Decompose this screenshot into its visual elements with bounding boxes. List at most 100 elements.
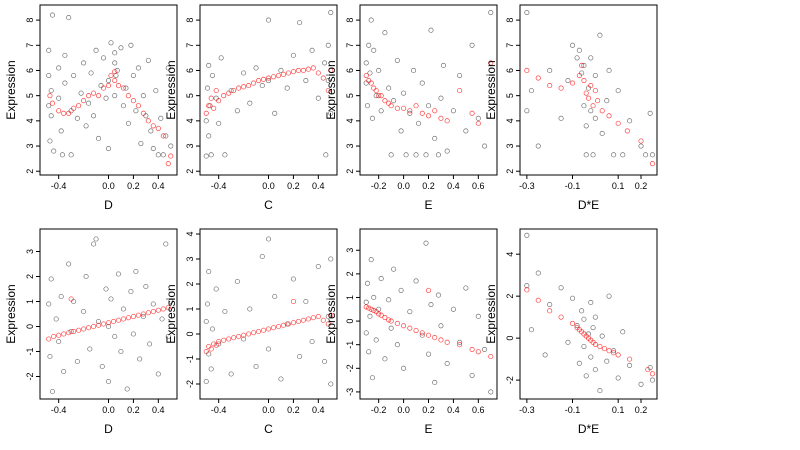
data-point <box>595 98 601 104</box>
data-point <box>93 236 99 242</box>
data-point <box>367 313 373 319</box>
data-point <box>309 47 315 53</box>
data-point <box>444 361 450 367</box>
x-tick-label: 0.2 <box>127 405 140 415</box>
data-point <box>481 346 488 352</box>
data-point <box>528 327 534 333</box>
data-point <box>228 371 234 377</box>
data-point <box>290 320 296 326</box>
data-point <box>488 353 494 360</box>
data-point <box>388 152 394 158</box>
data-point <box>165 65 171 71</box>
data-point <box>143 113 149 119</box>
data-point <box>432 135 438 142</box>
x-tick-label: 0.4 <box>447 405 460 415</box>
data-point <box>305 66 311 72</box>
x-tick-label: -0.2 <box>371 405 387 415</box>
data-point <box>444 118 450 124</box>
x-tick-label: -0.1 <box>565 181 581 191</box>
data-point <box>221 93 227 99</box>
x-tick-label: 0.6 <box>472 181 485 191</box>
data-point <box>469 372 475 378</box>
data-point <box>371 294 377 301</box>
data-point <box>295 67 301 74</box>
data-point <box>419 80 425 86</box>
data-point <box>216 120 222 126</box>
data-point <box>463 285 469 291</box>
data-point <box>241 84 247 90</box>
data-point <box>366 305 372 311</box>
data-point <box>388 103 394 109</box>
data-point <box>450 108 456 114</box>
data-point <box>315 70 321 76</box>
data-point <box>457 88 463 94</box>
data-point <box>450 306 456 312</box>
data-point <box>46 47 52 53</box>
data-point <box>574 55 580 61</box>
data-point <box>120 103 127 109</box>
data-point <box>386 85 392 91</box>
y-tick-label: 0 <box>185 331 195 336</box>
x-tick-label: 0.4 <box>152 405 165 415</box>
data-point <box>320 317 326 323</box>
data-point <box>206 133 212 139</box>
data-point <box>260 327 267 333</box>
data-point <box>366 42 372 48</box>
data-point <box>83 273 89 280</box>
x-tick-label: 0.2 <box>127 181 140 191</box>
x-tick-label: -0.3 <box>519 181 535 191</box>
data-point <box>241 70 247 76</box>
data-point <box>391 98 397 104</box>
data-point <box>112 78 118 84</box>
data-point <box>53 316 59 322</box>
data-point <box>432 379 438 386</box>
data-point <box>114 67 120 74</box>
data-point <box>638 143 644 149</box>
data-point <box>247 306 253 312</box>
x-axis-title: E <box>424 198 432 212</box>
data-point <box>599 108 605 114</box>
data-point <box>46 72 52 79</box>
data-point <box>583 90 589 96</box>
data-point <box>401 323 407 329</box>
data-point <box>295 318 301 325</box>
data-point <box>524 232 530 238</box>
data-point <box>147 341 153 347</box>
data-point <box>440 62 447 68</box>
data-point <box>407 110 413 116</box>
plot-frame <box>39 4 178 176</box>
y-tick-label: -2 <box>505 376 515 384</box>
data-point <box>413 152 419 158</box>
data-point <box>203 118 209 124</box>
data-point <box>140 110 146 116</box>
data-point <box>118 348 124 355</box>
data-point <box>272 110 278 116</box>
y-tick-label: -1 <box>345 341 355 349</box>
data-point <box>328 256 334 262</box>
data-point <box>413 278 419 284</box>
x-tick-label: -0.2 <box>371 181 387 191</box>
data-point <box>86 325 92 331</box>
data-point <box>475 115 481 121</box>
data-point <box>588 83 594 89</box>
data-point <box>265 78 272 84</box>
data-point <box>86 93 92 99</box>
data-point <box>112 333 118 340</box>
data-point <box>124 386 130 392</box>
data-point <box>165 305 171 311</box>
data-point <box>310 65 316 71</box>
data-point <box>66 110 72 116</box>
data-point <box>303 298 309 305</box>
data-point <box>103 95 109 101</box>
data-point <box>204 85 211 91</box>
data-point <box>58 293 64 300</box>
y-tick-label: 2 <box>25 169 35 174</box>
data-point <box>410 67 417 74</box>
y-tick-label: 7 <box>185 43 195 48</box>
data-point <box>251 80 257 86</box>
series-red <box>46 296 171 342</box>
plot-frame <box>519 228 658 400</box>
y-tick-label: 3 <box>185 256 195 261</box>
data-point <box>290 52 296 58</box>
